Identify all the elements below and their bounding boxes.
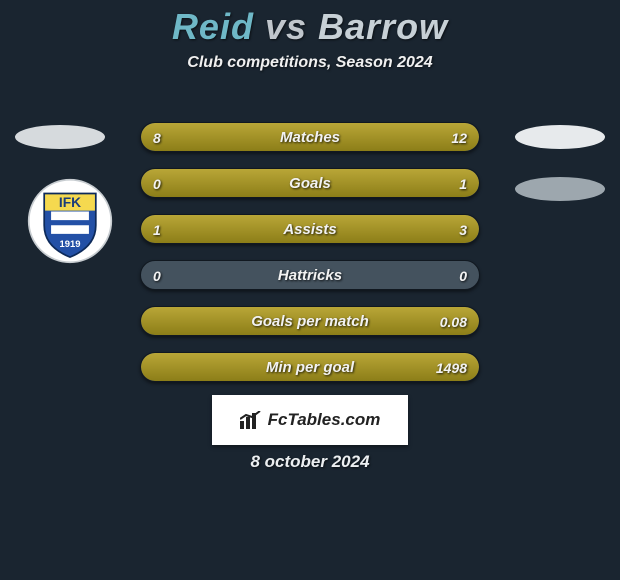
avatar-placeholder-right-1	[515, 125, 605, 149]
stat-label: Matches	[141, 123, 479, 151]
stat-label: Goals per match	[141, 307, 479, 335]
svg-text:IFK: IFK	[59, 195, 81, 210]
avatar-placeholder-right-2	[515, 177, 605, 201]
date-label: 8 october 2024	[0, 452, 620, 472]
stat-label: Assists	[141, 215, 479, 243]
stat-value-right: 3	[459, 215, 467, 243]
stat-row: Min per goal1498	[140, 352, 480, 382]
vs-text: vs	[265, 6, 307, 47]
stat-row: Hattricks0 0	[140, 260, 480, 290]
stat-value-right: 1498	[436, 353, 467, 381]
club-badge-icon: IFK 1919	[27, 178, 113, 264]
svg-text:1919: 1919	[59, 239, 80, 250]
stat-label: Goals	[141, 169, 479, 197]
stat-row: Assists1 3	[140, 214, 480, 244]
chart-icon	[240, 411, 262, 429]
stat-label: Min per goal	[141, 353, 479, 381]
stat-value-left: 1	[153, 215, 161, 243]
stat-row: Matches8 12	[140, 122, 480, 152]
stat-row: Goals0 1	[140, 168, 480, 198]
stat-value-right: 0	[459, 261, 467, 289]
stat-value-left: 0	[153, 169, 161, 197]
brand-badge[interactable]: FcTables.com	[212, 395, 408, 445]
stat-value-right: 0.08	[440, 307, 467, 335]
stat-value-right: 12	[451, 123, 467, 151]
stats-panel: Matches812Goals01Assists13Hattricks00Goa…	[140, 122, 480, 398]
player1-name: Reid	[172, 6, 254, 47]
player2-name: Barrow	[318, 6, 448, 47]
stat-value-left: 8	[153, 123, 161, 151]
stat-value-right: 1	[459, 169, 467, 197]
subtitle: Club competitions, Season 2024	[0, 54, 620, 72]
brand-label: FcTables.com	[268, 410, 381, 430]
stat-value-left: 0	[153, 261, 161, 289]
stat-row: Goals per match0.08	[140, 306, 480, 336]
stat-label: Hattricks	[141, 261, 479, 289]
avatar-placeholder-left	[15, 125, 105, 149]
page-title: Reid vs Barrow	[0, 6, 620, 48]
